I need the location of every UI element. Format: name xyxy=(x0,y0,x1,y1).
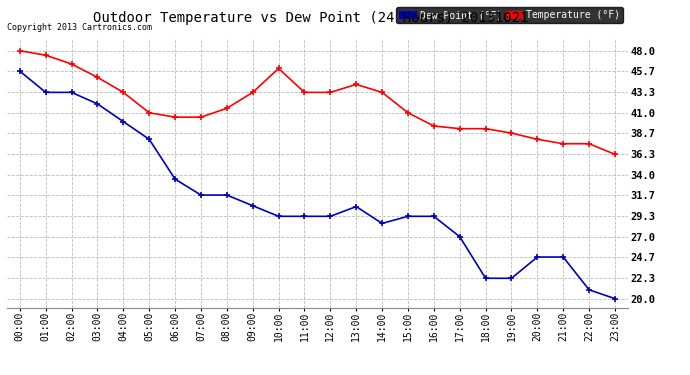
Text: Outdoor Temperature vs Dew Point (24 Hours) 20131021: Outdoor Temperature vs Dew Point (24 Hou… xyxy=(92,11,529,25)
Legend: Dew Point (°F), Temperature (°F): Dew Point (°F), Temperature (°F) xyxy=(396,7,623,23)
Text: Copyright 2013 Cartronics.com: Copyright 2013 Cartronics.com xyxy=(7,23,152,32)
